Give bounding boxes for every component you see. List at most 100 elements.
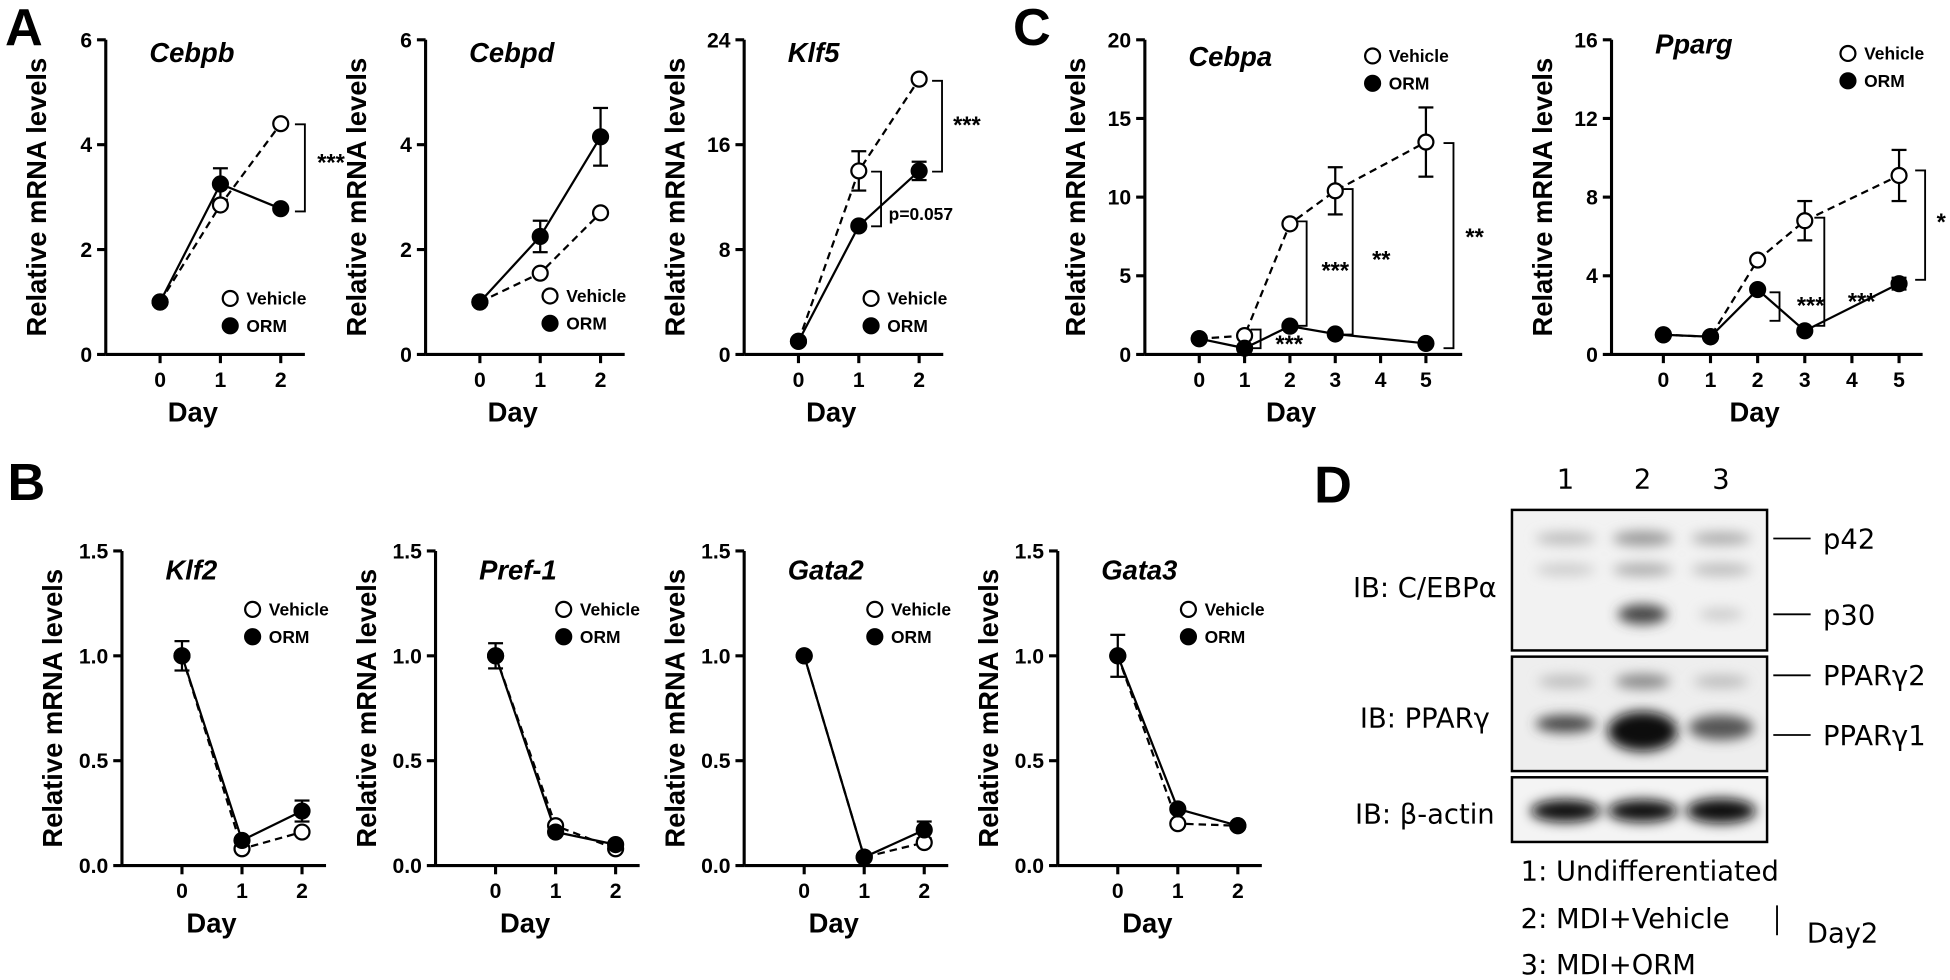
y-tick-label: 0 [719, 344, 731, 367]
y-tick-label: 2 [400, 239, 412, 262]
y-axis-label: Relative mRNA levels [659, 569, 690, 848]
y-tick-label: 16 [707, 134, 731, 157]
y-tick-label: 0 [1586, 344, 1598, 367]
data-point [293, 823, 311, 841]
annotation: p=0.057 [889, 204, 953, 224]
data-point [211, 175, 229, 193]
legend-marker [1364, 47, 1382, 65]
data-point [1796, 322, 1814, 340]
x-axis-label: Day [1122, 908, 1173, 939]
blot-row-label: IB: PPARγ [1360, 704, 1490, 735]
data-point [486, 647, 505, 665]
y-axis-label: Relative mRNA levels [341, 58, 372, 337]
data-point [910, 70, 928, 88]
y-axis-label: Relative mRNA levels [351, 569, 382, 848]
legend-label: Vehicle [887, 289, 947, 309]
y-tick-label: 4 [400, 134, 412, 157]
x-tick-label: 2 [1284, 369, 1296, 392]
data-point [855, 848, 873, 866]
data-point [915, 821, 933, 839]
y-tick-label: 10 [1108, 187, 1132, 210]
data-point [1326, 325, 1344, 343]
x-axis-label: Day [809, 908, 860, 939]
data-point [1796, 212, 1814, 230]
x-tick-label: 1 [215, 369, 227, 392]
significance-bracket [1769, 291, 1781, 322]
data-point [1749, 251, 1767, 269]
y-tick-label: 0.5 [79, 750, 109, 773]
y-tick-label: 1.0 [1015, 645, 1044, 668]
x-tick-label: 5 [1893, 369, 1905, 392]
chart: 0 8 16 24 0 1 2 Day Relative mRNA levels Klf5 Vehi… [659, 29, 981, 427]
legend-label: ORM [891, 627, 932, 647]
x-axis-label: Day [1730, 397, 1781, 428]
y-tick-label: 0.0 [701, 855, 730, 878]
data-point [1701, 328, 1720, 346]
blot-row-label: IB: β-actin [1355, 799, 1495, 830]
data-point [850, 217, 868, 235]
x-tick-label: 3 [1329, 369, 1341, 392]
annotation: *** [1848, 290, 1876, 316]
data-point [795, 647, 813, 665]
annotation: ** [1372, 247, 1391, 273]
legend-marker [555, 628, 573, 646]
data-point [1326, 182, 1344, 200]
x-axis-label: Day [500, 908, 551, 939]
data-point [293, 802, 311, 820]
legend-label: ORM [246, 316, 287, 336]
data-point [531, 227, 549, 246]
chart: 0 2 4 6 0 1 2 Day Relative mRNA levels Cebpb Vehic… [21, 29, 346, 427]
legend-label: ORM [1205, 627, 1246, 647]
y-tick-label: 1.5 [392, 540, 422, 563]
legend-label: Vehicle [269, 600, 329, 620]
x-tick-label: 0 [1657, 369, 1669, 392]
legend-marker [1839, 72, 1857, 90]
x-tick-label: 2 [1232, 880, 1244, 903]
x-tick-label: 3 [1799, 369, 1811, 392]
y-axis-label: Relative mRNA levels [973, 569, 1004, 848]
data-point [547, 823, 565, 841]
x-tick-label: 1 [550, 880, 562, 903]
lane-label: 1 [1557, 465, 1574, 496]
y-tick-label: 0.0 [392, 855, 421, 878]
y-tick-label: 0.5 [701, 750, 731, 773]
legend-marker [862, 317, 880, 335]
significance-bracket [1250, 328, 1262, 350]
y-tick-label: 1.5 [79, 540, 109, 563]
x-tick-label: 1 [1705, 369, 1717, 392]
x-axis-label: Day [168, 397, 219, 428]
x-axis-label: Day [806, 397, 857, 428]
significance-bracket [1342, 188, 1354, 336]
legend-marker [221, 289, 239, 308]
data-point [1109, 647, 1127, 665]
series-line [180, 655, 303, 842]
x-tick-label: 0 [176, 880, 188, 903]
y-tick-label: 8 [719, 239, 731, 262]
annotation: *** [953, 113, 981, 139]
y-tick-label: 1.0 [701, 645, 730, 668]
legend-marker [541, 314, 559, 332]
y-tick-label: 0 [80, 344, 92, 367]
x-tick-label: 1 [1239, 369, 1251, 392]
chart-title: Gata2 [788, 555, 864, 586]
y-tick-label: 1.0 [79, 645, 108, 668]
y-tick-label: 4 [80, 134, 92, 157]
y-tick-label: 16 [1574, 29, 1598, 52]
annotation: ** [1465, 225, 1484, 251]
legend-label: ORM [1864, 71, 1905, 91]
legend-marker [1839, 44, 1857, 63]
annotation: *** [317, 150, 345, 176]
x-tick-label: 1 [858, 880, 870, 903]
data-point [471, 293, 489, 311]
x-tick-label: 4 [1846, 369, 1858, 392]
x-tick-label: 2 [1752, 369, 1764, 392]
x-tick-label: 0 [154, 369, 166, 392]
series-line [1116, 655, 1238, 827]
data-point [1169, 800, 1187, 818]
blot-legend: 2: MDI+Vehicle [1521, 904, 1730, 935]
y-tick-label: 8 [1586, 187, 1598, 210]
significance-bracket [871, 170, 882, 228]
x-tick-label: 2 [275, 369, 287, 392]
x-tick-label: 0 [1112, 880, 1124, 903]
